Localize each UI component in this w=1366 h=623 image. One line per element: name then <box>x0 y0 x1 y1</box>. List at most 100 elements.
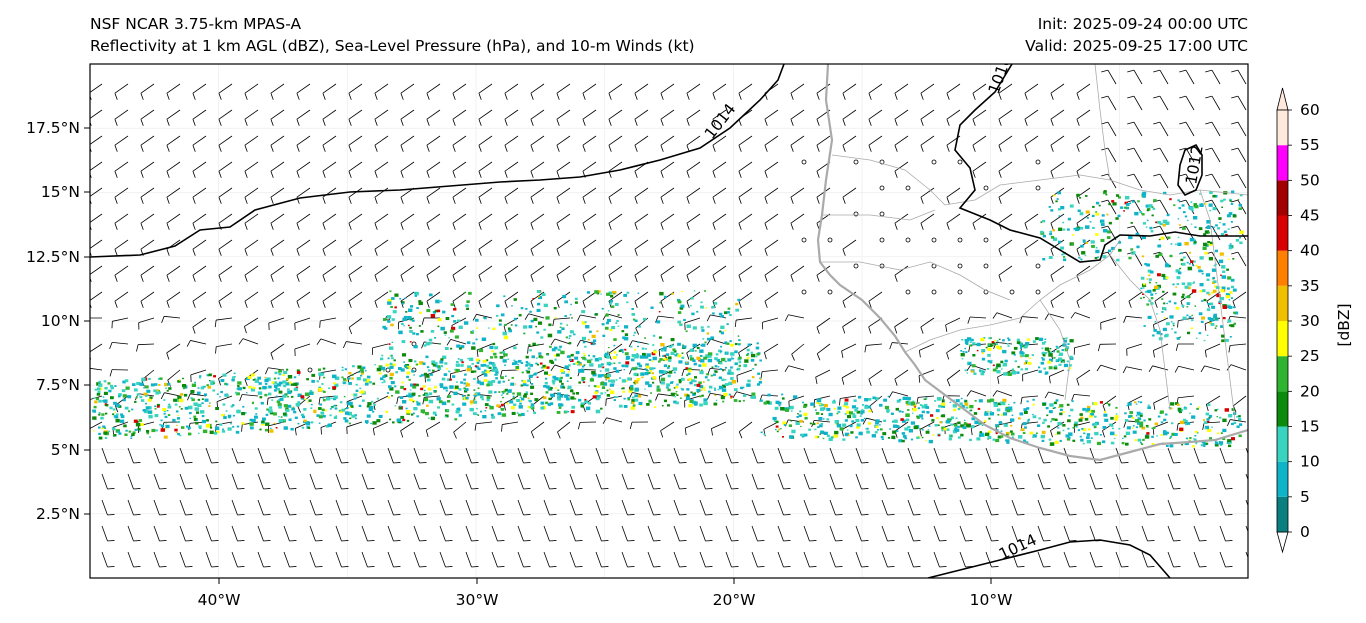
reflectivity-cell <box>384 374 388 377</box>
reflectivity-cell <box>735 302 739 306</box>
reflectivity-cell <box>254 407 258 410</box>
reflectivity-cell <box>553 307 557 310</box>
reflectivity-cell <box>160 424 165 428</box>
reflectivity-cell <box>557 396 560 399</box>
reflectivity-cell <box>495 371 499 374</box>
wind-barb-flag <box>660 145 664 152</box>
reflectivity-cell <box>887 437 890 439</box>
reflectivity-cell <box>271 381 275 384</box>
reflectivity-cell <box>225 394 229 397</box>
wind-barb-flag <box>1205 121 1213 125</box>
wind-barb <box>1167 447 1174 464</box>
reflectivity-cell <box>157 391 161 394</box>
reflectivity-cell <box>570 396 575 400</box>
wind-barb <box>894 109 909 120</box>
wind-barb <box>803 525 810 542</box>
wind-barb-flag <box>783 462 791 464</box>
wind-barb <box>569 499 576 516</box>
wind-barb <box>374 161 389 172</box>
reflectivity-cell <box>1043 354 1046 357</box>
wind-barb-flag <box>1179 121 1187 125</box>
wind-barb-flag <box>705 514 713 516</box>
reflectivity-cell <box>432 311 436 314</box>
reflectivity-cell <box>426 309 431 313</box>
reflectivity-cell <box>559 394 564 398</box>
reflectivity-cell <box>400 368 405 372</box>
wind-barb-flag <box>784 314 789 322</box>
reflectivity-cell <box>987 435 992 439</box>
reflectivity-cell <box>471 346 476 350</box>
reflectivity-cell <box>1228 246 1232 250</box>
reflectivity-cell <box>223 416 227 419</box>
lat-tick-label: 2.5°N <box>36 505 80 523</box>
wind-barb <box>881 447 888 464</box>
reflectivity-cell <box>390 381 395 385</box>
reflectivity-cell <box>1169 198 1172 201</box>
reflectivity-cell <box>402 418 406 422</box>
reflectivity-cell <box>1182 293 1185 296</box>
wind-barb <box>1048 313 1065 319</box>
wind-barb-flag <box>503 325 507 333</box>
reflectivity-cell <box>341 408 345 412</box>
reflectivity-cell <box>439 383 444 387</box>
reflectivity-cell <box>1151 435 1154 438</box>
reflectivity-cell <box>155 391 160 395</box>
wind-barb <box>712 291 727 302</box>
reflectivity-cell <box>429 342 432 345</box>
wind-barb-flag <box>946 119 950 126</box>
wind-barb <box>465 525 472 542</box>
wind-barb-flag <box>107 566 115 568</box>
reflectivity-cell <box>309 391 314 395</box>
reflectivity-cell <box>440 326 445 331</box>
reflectivity-cell <box>721 357 726 362</box>
wind-barb-flag <box>602 417 607 425</box>
reflectivity-cell <box>670 338 675 342</box>
wind-barb-flag <box>629 422 633 430</box>
wind-barb-flag <box>920 145 924 152</box>
reflectivity-cell <box>398 367 402 370</box>
wind-barb-flag <box>575 488 583 490</box>
wind-barb <box>621 447 628 464</box>
reflectivity-cell <box>1090 413 1095 416</box>
wind-barb-flag <box>322 301 326 308</box>
reflectivity-cell <box>1146 290 1150 293</box>
lat-tick-label: 7.5°N <box>36 376 80 394</box>
wind-barb-flag <box>894 326 898 334</box>
wind-barb-flag <box>166 145 170 152</box>
wind-barb <box>1167 551 1174 568</box>
wind-barb <box>517 499 524 516</box>
reflectivity-cell <box>392 421 395 424</box>
wind-barb-flag <box>530 119 534 126</box>
wind-barb-flag <box>1043 514 1051 516</box>
wind-barb <box>140 135 155 146</box>
wind-barb <box>1128 291 1143 302</box>
wind-barb <box>1185 95 1195 111</box>
reflectivity-cell <box>989 412 994 416</box>
reflectivity-cell <box>1184 215 1188 218</box>
reflectivity-cell <box>551 348 556 352</box>
reflectivity-cell <box>608 363 611 366</box>
reflectivity-cell <box>333 395 338 399</box>
reflectivity-cell <box>631 401 635 404</box>
reflectivity-cell <box>772 416 777 421</box>
lat-tick-label: 5°N <box>51 441 80 459</box>
reflectivity-cell <box>418 325 421 327</box>
lat-tick-label: 15°N <box>41 183 80 201</box>
reflectivity-cell <box>113 434 117 437</box>
reflectivity-cell <box>394 385 397 388</box>
wind-barb-flag <box>374 275 378 282</box>
reflectivity-cell <box>1066 403 1070 406</box>
wind-barb-flag <box>348 223 352 230</box>
reflectivity-cell <box>689 400 693 403</box>
reflectivity-cell <box>399 298 402 300</box>
reflectivity-cell <box>860 410 865 414</box>
wind-barb <box>1193 499 1200 516</box>
wind-barb-flag <box>503 403 506 411</box>
reflectivity-cell <box>536 343 539 346</box>
reflectivity-cell <box>406 367 409 369</box>
reflectivity-cell <box>659 358 663 361</box>
reflectivity-cell <box>485 370 490 374</box>
reflectivity-cell <box>1131 252 1134 254</box>
reflectivity-cell <box>1110 441 1115 445</box>
reflectivity-cell <box>661 370 666 374</box>
